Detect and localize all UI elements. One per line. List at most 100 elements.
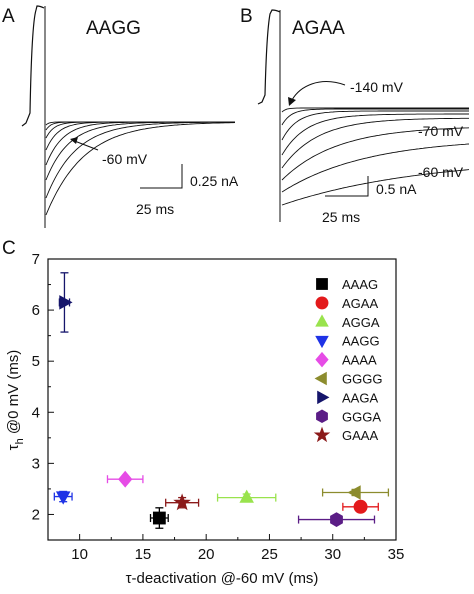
panel-a-scale-bar (140, 164, 183, 189)
plot-frame (47, 258, 397, 541)
marker-AGGA (239, 489, 254, 503)
legend-item-AAGA: AAGA (317, 390, 378, 405)
marker-AAAA (118, 470, 133, 488)
panel-a-trace (45, 121, 235, 199)
panel-a-traces (21, 5, 236, 228)
panel-b-label: B (240, 6, 253, 27)
panel-a-scale-current: 0.25 nA (190, 173, 239, 189)
y-axis-title-subscript: h (14, 438, 26, 444)
panel-c-chart: 10 15 20 25 30 35 2 3 4 5 6 7 AAAG AGAA AGGA AAGG AAAA G… (5, 251, 404, 587)
legend-marker-AAGA (317, 390, 330, 405)
legend-label: AAGG (342, 334, 380, 349)
panel-b-construct: AGAA (292, 18, 345, 39)
legend-marker-AAAG (316, 278, 328, 290)
panel-b-scale-time: 25 ms (322, 209, 360, 225)
panel-b-arrowhead (288, 97, 296, 106)
panel-a-construct: AAGG (86, 18, 141, 39)
panel-a-prepulse-trace (21, 5, 45, 127)
panel-b-arrow (291, 81, 346, 101)
panel-a-scale-time: 25 ms (136, 201, 174, 217)
legend-item-AGAA: AGAA (315, 296, 378, 311)
panel-a-trace (45, 122, 236, 216)
x-tick-label: 15 (135, 546, 152, 563)
y-axis-title-tau: τ (5, 444, 22, 450)
legend-marker-AAGG (315, 335, 329, 349)
panel-b-traces (257, 9, 470, 222)
panel-a-arrowhead (70, 137, 78, 144)
x-tick-label: 30 (324, 546, 341, 563)
panel-b-trace (281, 108, 469, 126)
legend: AAAG AGAA AGGA AAGG AAAA GGGG AAGA GGGA GAAA (313, 277, 382, 443)
x-axis-title: τ-deactivation @-60 mV (ms) (126, 570, 319, 587)
legend-marker-GAAA (313, 426, 331, 443)
legend-label: GGGG (342, 372, 382, 387)
y-axis-title: τh @0 mV (ms) (5, 350, 26, 451)
y-tick-label: 4 (32, 404, 40, 421)
legend-marker-AGGA (315, 314, 329, 327)
panel-a-label: A (2, 6, 15, 27)
legend-label: AAAA (342, 353, 377, 368)
point-AAGG (53, 490, 73, 505)
y-tick-label: 3 (32, 455, 40, 472)
panel-c-label: C (2, 238, 16, 259)
point-AGAA (342, 499, 379, 514)
panel-b-trace (281, 169, 470, 206)
point-GGGA (297, 512, 376, 527)
axis-ticks: 10 15 20 25 30 35 2 3 4 5 6 7 (32, 251, 405, 563)
y-tick-label: 7 (32, 251, 40, 268)
point-AAAG (149, 507, 169, 529)
legend-label: GAAA (342, 428, 378, 443)
legend-marker-GGGG (314, 371, 327, 386)
point-AAAA (106, 470, 144, 488)
marker-AAGG (55, 491, 71, 505)
panel-b-trace (281, 113, 469, 156)
y-tick-label: 6 (32, 302, 40, 319)
panel-b-trace (281, 107, 469, 113)
x-tick-label: 25 (261, 546, 278, 563)
x-tick-label: 20 (198, 546, 215, 563)
legend-item-AAAA: AAAA (315, 351, 377, 368)
x-tick-label: 35 (388, 546, 405, 563)
legend-marker-AGAA (315, 296, 329, 310)
legend-label: AGAA (342, 296, 378, 311)
legend-label: AAAG (342, 277, 378, 292)
panel-b-trace (281, 117, 469, 169)
legend-label: GGGA (342, 409, 381, 424)
panel-b-voltage-bottom: -60 mV (418, 164, 464, 180)
y-tick-label: 5 (32, 353, 40, 370)
data-points (53, 272, 390, 529)
panel-b-scale-bar (325, 176, 369, 197)
legend-item-GAAA: GAAA (313, 426, 378, 443)
marker-GGGA (330, 512, 343, 527)
panel-b-scale-current: 0.5 nA (376, 181, 417, 197)
marker-AAGA (59, 295, 73, 310)
legend-label: AGGA (342, 315, 380, 330)
point-GGGG (321, 485, 390, 500)
legend-label: AAGA (342, 390, 378, 405)
marker-GGGG (347, 485, 361, 500)
marker-AGAA (353, 499, 368, 514)
point-AAGA (58, 272, 73, 333)
x-tick-label: 10 (71, 546, 88, 563)
panel-a-voltage-label: -60 mV (102, 151, 148, 167)
point-AGGA (216, 489, 277, 503)
panel-b-voltage-top: -140 mV (350, 79, 404, 95)
panel-a-trace (45, 121, 235, 151)
panel-b-voltage-mid: -70 mV (418, 123, 464, 139)
legend-item-GGGG: GGGG (314, 371, 382, 387)
point-GAAA (165, 493, 200, 511)
legend-marker-AAAA (315, 351, 329, 368)
panel-b-trace (281, 143, 470, 193)
legend-item-AAAG: AAAG (316, 277, 378, 292)
y-axis-title-rest: @0 mV (ms) (5, 350, 22, 439)
legend-marker-GGGA (316, 409, 328, 424)
marker-GAAA (173, 493, 191, 511)
y-tick-label: 2 (32, 506, 40, 523)
panel-b-trace (281, 110, 469, 141)
legend-item-AAGG: AAGG (315, 334, 380, 349)
legend-item-AGGA: AGGA (315, 314, 380, 330)
marker-AAAG (152, 511, 166, 525)
panel-b-trace (281, 127, 470, 181)
legend-item-GGGA: GGGA (316, 409, 381, 424)
panel-b-prepulse-trace (257, 9, 281, 105)
